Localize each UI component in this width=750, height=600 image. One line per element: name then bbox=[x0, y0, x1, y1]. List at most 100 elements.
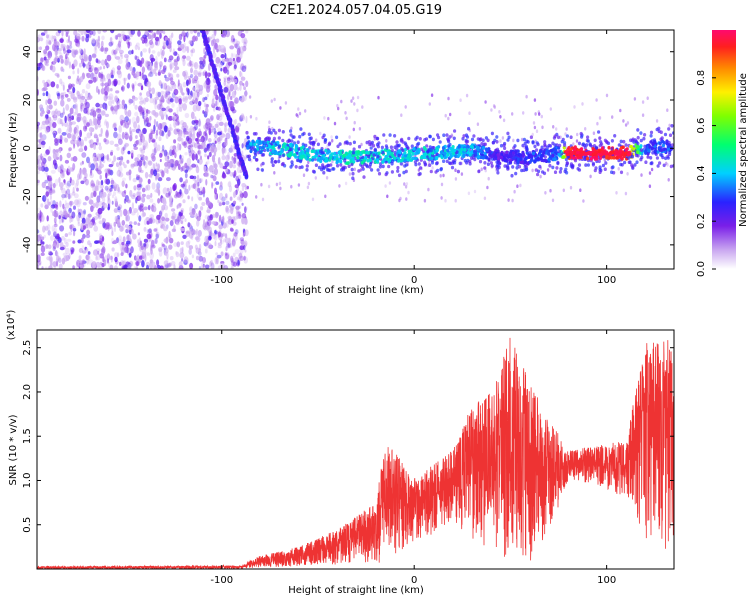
noise-point bbox=[81, 52, 85, 58]
noise-point bbox=[193, 62, 197, 68]
noise-point bbox=[105, 222, 110, 230]
noise-point bbox=[60, 66, 64, 72]
noise-point bbox=[113, 265, 118, 269]
signal-point bbox=[663, 132, 668, 137]
signal-point bbox=[254, 132, 258, 136]
noise-point bbox=[234, 184, 239, 189]
noise-point bbox=[144, 155, 148, 161]
noise-point bbox=[175, 190, 178, 197]
noise-point bbox=[243, 41, 247, 48]
x-tick-label: -100 bbox=[210, 275, 233, 286]
signal-point bbox=[575, 150, 580, 155]
signal-point bbox=[305, 164, 309, 168]
signal-point bbox=[666, 156, 670, 160]
noise-point bbox=[186, 79, 189, 87]
noise-point bbox=[168, 55, 174, 61]
noise-point bbox=[576, 132, 579, 137]
noise-point bbox=[338, 184, 341, 188]
noise-point bbox=[207, 143, 211, 149]
noise-point bbox=[102, 159, 106, 164]
noise-point bbox=[337, 106, 340, 111]
noise-point bbox=[165, 90, 171, 96]
noise-point bbox=[70, 247, 75, 253]
noise-point bbox=[138, 105, 143, 113]
noise-point bbox=[82, 225, 86, 230]
noise-point bbox=[204, 96, 208, 101]
noise-point bbox=[84, 172, 88, 179]
noise-point bbox=[122, 161, 125, 166]
noise-point bbox=[47, 98, 52, 105]
noise-point bbox=[85, 234, 91, 239]
noise-point bbox=[511, 112, 514, 116]
x-tick-label: 100 bbox=[597, 275, 616, 286]
noise-point bbox=[51, 110, 56, 116]
noise-point bbox=[148, 218, 153, 224]
noise-point bbox=[217, 131, 222, 136]
noise-point bbox=[205, 77, 211, 86]
noise-point bbox=[221, 173, 227, 179]
noise-point bbox=[217, 143, 221, 151]
noise-point bbox=[216, 48, 219, 53]
noise-point bbox=[104, 113, 109, 118]
noise-point bbox=[161, 107, 166, 112]
noise-point bbox=[624, 191, 628, 196]
noise-point bbox=[86, 55, 92, 63]
noise-point bbox=[164, 74, 167, 79]
noise-point bbox=[243, 86, 247, 91]
noise-point bbox=[243, 256, 248, 264]
signal-point bbox=[387, 151, 391, 155]
noise-point bbox=[61, 194, 64, 201]
noise-point bbox=[133, 266, 136, 269]
signal-point bbox=[592, 152, 597, 156]
noise-point bbox=[63, 121, 69, 128]
noise-point bbox=[275, 182, 279, 187]
noise-point bbox=[108, 169, 110, 174]
noise-point bbox=[219, 181, 223, 188]
noise-point bbox=[239, 65, 244, 71]
signal-point bbox=[351, 150, 356, 155]
noise-point bbox=[244, 206, 247, 214]
noise-point bbox=[522, 111, 525, 115]
noise-point bbox=[239, 80, 243, 86]
signal-point bbox=[668, 133, 673, 137]
noise-point bbox=[46, 125, 51, 133]
noise-point bbox=[128, 264, 132, 269]
noise-point bbox=[173, 120, 177, 128]
noise-point bbox=[230, 34, 235, 43]
noise-point bbox=[81, 245, 85, 250]
noise-point bbox=[155, 129, 159, 136]
noise-point bbox=[47, 175, 50, 181]
noise-point bbox=[198, 131, 202, 139]
noise-point bbox=[72, 70, 75, 75]
noise-point bbox=[135, 265, 138, 269]
noise-point bbox=[244, 147, 247, 151]
noise-point bbox=[222, 222, 227, 229]
noise-point bbox=[92, 110, 97, 118]
signal-point bbox=[267, 130, 271, 135]
noise-point bbox=[244, 184, 248, 191]
signal-point bbox=[565, 163, 569, 168]
signal-point bbox=[389, 145, 393, 149]
noise-point bbox=[84, 136, 88, 142]
noise-point bbox=[90, 205, 94, 213]
noise-point bbox=[149, 259, 153, 264]
signal-point bbox=[381, 160, 385, 164]
snr-y-multiplier: (x10⁴) bbox=[6, 310, 17, 341]
signal-point bbox=[311, 169, 316, 174]
noise-point bbox=[175, 251, 180, 258]
noise-point bbox=[114, 108, 118, 115]
signal-point bbox=[298, 151, 302, 156]
noise-point bbox=[52, 35, 57, 40]
noise-point bbox=[163, 149, 168, 157]
noise-point bbox=[212, 175, 217, 182]
noise-point bbox=[221, 196, 226, 202]
signal-point bbox=[449, 155, 453, 159]
noise-point bbox=[79, 62, 82, 68]
noise-point bbox=[118, 156, 124, 161]
noise-point bbox=[76, 75, 80, 82]
noise-point bbox=[213, 234, 218, 241]
noise-point bbox=[224, 253, 230, 260]
noise-point bbox=[110, 179, 115, 185]
noise-point bbox=[595, 98, 598, 102]
